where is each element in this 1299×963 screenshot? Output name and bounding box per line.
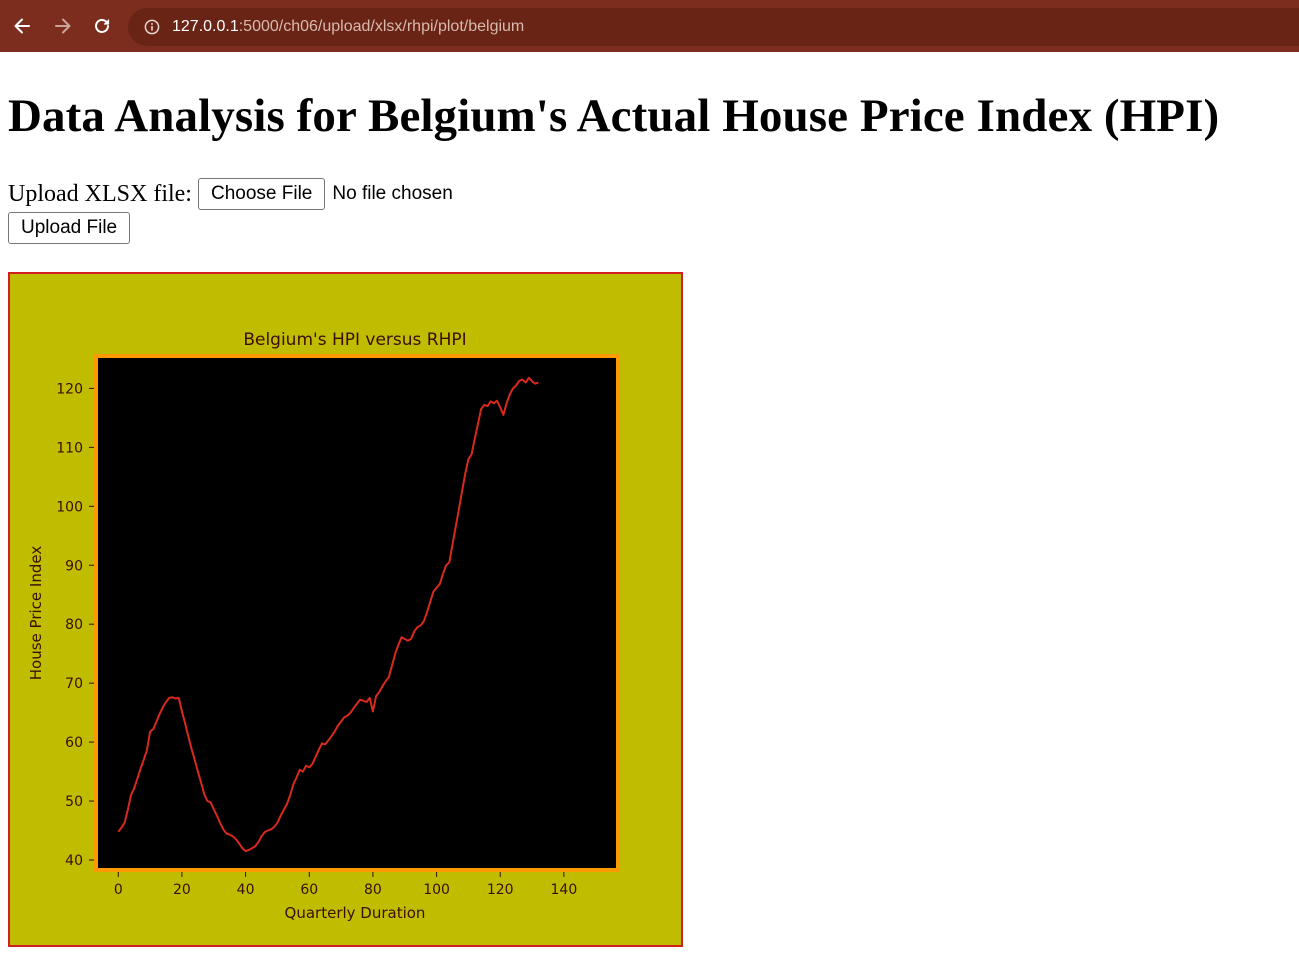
x-tick-label: 120 xyxy=(487,882,514,898)
y-tick-label: 60 xyxy=(65,735,83,751)
upload-label: Upload XLSX file: xyxy=(8,180,192,207)
url-text: 127.0.0.1:5000/ch06/upload/xlsx/rhpi/plo… xyxy=(172,18,524,36)
site-info-icon[interactable] xyxy=(144,19,160,35)
y-tick-label: 70 xyxy=(65,676,83,692)
x-tick-label: 20 xyxy=(173,882,191,898)
y-tick-label: 40 xyxy=(65,853,83,869)
x-tick-label: 40 xyxy=(237,882,255,898)
y-tick-label: 120 xyxy=(56,381,83,397)
choose-file-button[interactable]: Choose File xyxy=(197,178,326,210)
axes-background xyxy=(94,354,620,872)
y-tick-label: 80 xyxy=(65,617,83,633)
x-tick-label: 60 xyxy=(300,882,318,898)
chart-title: Belgium's HPI versus RHPI xyxy=(243,330,466,350)
y-axis-label: House Price Index xyxy=(27,546,45,681)
upload-form-row: Upload XLSX file: Choose File No file ch… xyxy=(8,178,453,210)
y-tick-label: 50 xyxy=(65,794,83,810)
upload-file-button[interactable]: Upload File xyxy=(8,212,131,244)
browser-toolbar: 127.0.0.1:5000/ch06/upload/xlsx/rhpi/plo… xyxy=(0,0,1299,52)
url-path: :5000/ch06/upload/xlsx/rhpi/plot/belgium xyxy=(238,18,525,35)
plot-image: Belgium's HPI versus RHPI Quarterly Dura… xyxy=(8,272,683,947)
reload-icon[interactable] xyxy=(89,13,115,39)
file-status-text: No file chosen xyxy=(332,183,453,204)
back-icon[interactable] xyxy=(9,13,35,39)
y-tick-label: 110 xyxy=(56,440,83,456)
x-tick-label: 140 xyxy=(551,882,578,898)
forward-icon[interactable] xyxy=(50,13,76,39)
x-tick-label: 100 xyxy=(423,882,450,898)
x-axis-label: Quarterly Duration xyxy=(285,904,426,922)
y-tick-label: 90 xyxy=(65,558,83,574)
page-title: Data Analysis for Belgium's Actual House… xyxy=(8,90,1220,142)
hpi-series-line xyxy=(117,376,539,853)
address-bar[interactable]: 127.0.0.1:5000/ch06/upload/xlsx/rhpi/plo… xyxy=(128,8,1299,46)
x-tick-label: 0 xyxy=(114,882,123,898)
url-host: 127.0.0.1 xyxy=(172,18,239,35)
x-tick-label: 80 xyxy=(364,882,382,898)
hpi-line-chart: Belgium's HPI versus RHPI Quarterly Dura… xyxy=(27,330,620,922)
y-tick-label: 100 xyxy=(56,499,83,515)
